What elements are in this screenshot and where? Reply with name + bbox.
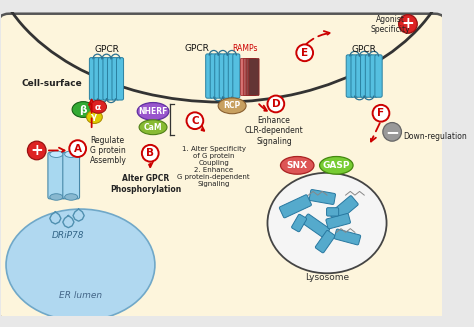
FancyBboxPatch shape [356,55,363,97]
Text: 1. Alter Specificity
of G protein
Coupling
2. Enhance
G protein-dependent
Signal: 1. Alter Specificity of G protein Coupli… [177,146,250,187]
FancyBboxPatch shape [302,214,329,238]
FancyBboxPatch shape [219,54,226,98]
FancyBboxPatch shape [228,54,235,98]
Text: Agonist
Specificity: Agonist Specificity [371,15,410,34]
Circle shape [383,123,401,141]
Ellipse shape [50,194,63,200]
Circle shape [187,112,203,129]
Text: α: α [95,103,101,112]
Text: β: β [80,105,87,114]
Text: γ: γ [91,112,98,121]
Text: CaM: CaM [144,123,163,132]
FancyBboxPatch shape [370,55,377,97]
Text: Down-regulation: Down-regulation [403,132,467,141]
Ellipse shape [281,157,314,174]
Circle shape [142,145,159,162]
Text: Regulate
G protein
Assembly: Regulate G protein Assembly [90,136,127,165]
FancyBboxPatch shape [90,58,96,100]
Text: NHERF: NHERF [138,107,168,116]
Ellipse shape [87,111,102,124]
Text: RAMPs: RAMPs [232,44,258,53]
Text: Cell-surface: Cell-surface [22,79,82,88]
FancyBboxPatch shape [206,54,213,98]
FancyBboxPatch shape [63,152,80,199]
Ellipse shape [137,103,169,120]
Text: SNX: SNX [287,161,308,170]
FancyBboxPatch shape [309,190,336,204]
Text: ER lumen: ER lumen [59,291,102,300]
Text: +: + [401,16,414,31]
FancyBboxPatch shape [215,54,222,98]
FancyBboxPatch shape [48,152,64,199]
FancyBboxPatch shape [365,55,373,97]
FancyBboxPatch shape [334,229,361,245]
FancyBboxPatch shape [240,58,251,95]
Text: F: F [377,108,384,118]
FancyBboxPatch shape [117,58,124,100]
FancyBboxPatch shape [326,214,350,229]
FancyBboxPatch shape [351,55,358,97]
Circle shape [373,105,389,122]
Text: Lysosome: Lysosome [305,272,349,282]
Text: Enhance
CLR-dependent
Signaling: Enhance CLR-dependent Signaling [245,116,303,146]
Circle shape [69,140,86,157]
FancyBboxPatch shape [103,58,110,100]
Circle shape [27,141,46,160]
Circle shape [296,44,313,61]
FancyBboxPatch shape [249,58,259,95]
FancyBboxPatch shape [346,55,354,97]
FancyBboxPatch shape [375,55,382,97]
Text: GPCR: GPCR [184,44,209,53]
FancyBboxPatch shape [233,54,240,98]
Text: E: E [301,48,308,58]
Ellipse shape [50,151,63,157]
FancyBboxPatch shape [0,14,446,320]
FancyBboxPatch shape [315,231,335,253]
Text: DRiP78: DRiP78 [52,231,85,240]
FancyBboxPatch shape [112,58,119,100]
FancyBboxPatch shape [243,58,254,95]
Text: B: B [146,148,154,158]
FancyBboxPatch shape [224,54,231,98]
FancyBboxPatch shape [361,55,368,97]
FancyBboxPatch shape [94,58,101,100]
Text: Alter GPCR
Phosphorylation: Alter GPCR Phosphorylation [110,174,181,194]
Text: A: A [73,144,82,154]
FancyBboxPatch shape [108,58,115,100]
Ellipse shape [218,98,246,114]
FancyBboxPatch shape [246,58,256,95]
Text: D: D [272,99,280,109]
Text: +: + [30,143,43,158]
Text: C: C [191,116,199,126]
Circle shape [267,95,284,112]
Ellipse shape [267,173,387,273]
FancyBboxPatch shape [327,208,338,216]
FancyBboxPatch shape [329,196,358,222]
Text: RCP: RCP [224,101,241,110]
Text: GPCR: GPCR [352,45,377,54]
Text: −: − [385,123,399,141]
Ellipse shape [139,120,167,135]
Ellipse shape [72,102,94,117]
Ellipse shape [6,209,155,321]
FancyBboxPatch shape [210,54,217,98]
Text: GPCR: GPCR [94,45,119,54]
Ellipse shape [90,100,107,113]
Ellipse shape [64,151,78,157]
FancyBboxPatch shape [99,58,106,100]
Circle shape [399,15,417,33]
Ellipse shape [319,157,353,174]
FancyBboxPatch shape [292,214,307,232]
FancyBboxPatch shape [279,195,311,218]
Text: GASP: GASP [323,161,350,170]
Ellipse shape [64,194,78,200]
